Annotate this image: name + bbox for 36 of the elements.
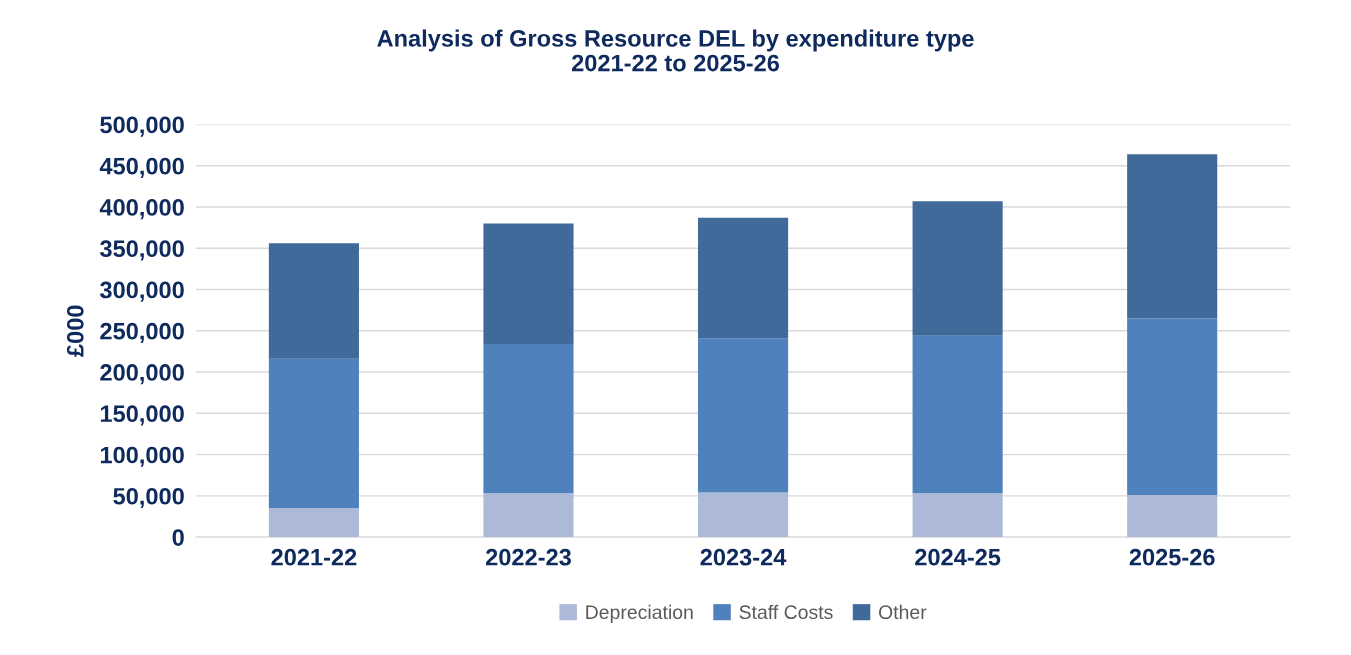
y-tick-label: 200,000	[100, 364, 184, 385]
chart-title: Analysis of Gross Resource DEL by expenditure type 2021-22 to 2025-26	[377, 29, 974, 72]
x-tick-label: 2023-24	[700, 548, 787, 566]
x-tick-label: 2024-25	[915, 548, 1001, 566]
bar	[268, 358, 359, 509]
y-tick-label: 150,000	[100, 405, 184, 426]
y-tick-label: 50,000	[113, 487, 184, 509]
bar	[1127, 495, 1218, 538]
bar	[1127, 154, 1218, 319]
bar	[697, 492, 789, 538]
y-tick-label: 300,000	[99, 281, 184, 302]
bar	[268, 508, 359, 538]
x-tick-label: 2022-23	[485, 548, 571, 566]
legend-label: Other	[878, 604, 927, 620]
y-tick-label: 500,000	[100, 116, 184, 137]
y-axis-title: £000	[66, 305, 84, 357]
bar	[483, 343, 574, 494]
y-tick-label: 100,000	[100, 446, 184, 467]
x-tick-label: 2025-26	[1129, 548, 1215, 566]
y-tick-label: 0	[172, 529, 184, 546]
bar	[912, 201, 1003, 336]
legend-label: Depreciation	[586, 604, 693, 623]
bar	[483, 493, 574, 538]
bar	[483, 223, 574, 344]
bar	[1127, 318, 1218, 496]
y-tick-label: 250,000	[100, 322, 184, 343]
y-tick-label: 400,000	[99, 199, 184, 220]
bar	[268, 243, 359, 359]
bar	[697, 338, 789, 493]
x-tick-label: 2021-22	[271, 548, 357, 566]
legend-label: Staff Costs	[739, 604, 833, 620]
bar	[697, 217, 789, 339]
y-tick-label: 450,000	[99, 157, 184, 178]
bar	[912, 335, 1003, 494]
bar	[912, 493, 1003, 538]
y-tick-label: 350,000	[99, 240, 184, 261]
